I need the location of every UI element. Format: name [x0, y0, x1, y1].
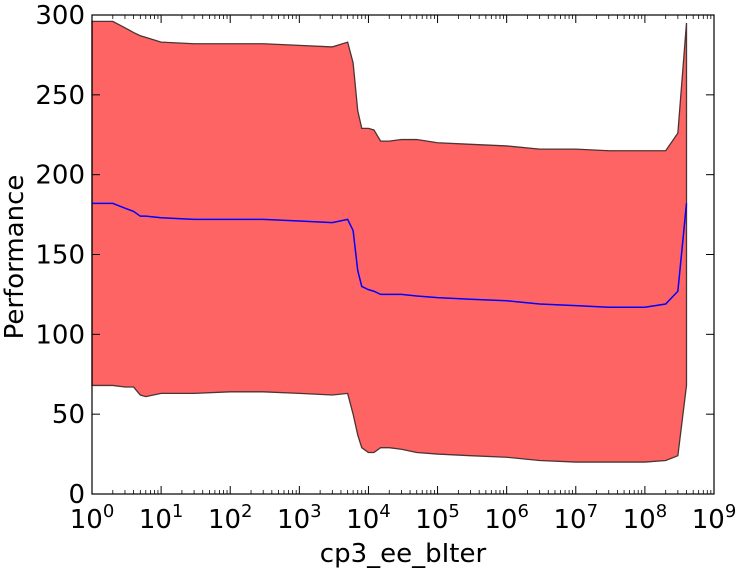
- range-band: [91, 20, 688, 463]
- y-tick-labels: 0 50 100 150 200 250 300: [35, 1, 85, 510]
- y-tick-label: 50: [52, 400, 85, 430]
- tick-marks: [91, 14, 715, 495]
- x-tick-label: 100: [70, 501, 115, 535]
- x-axis-label: cp3_ee_bIter: [320, 539, 487, 569]
- x-tick-label: 101: [139, 501, 184, 535]
- plot-area: [91, 20, 688, 463]
- y-tick-label: 100: [35, 320, 85, 350]
- x-tick-label: 109: [692, 501, 737, 535]
- x-tick-label: 105: [415, 501, 460, 535]
- plot-frame: [91, 14, 715, 495]
- y-tick-label: 300: [35, 1, 85, 31]
- y-axis-label: Performance: [0, 175, 30, 340]
- y-tick-label: 200: [35, 161, 85, 191]
- x-tick-label: 107: [554, 501, 599, 535]
- x-tick-label: 104: [346, 501, 391, 535]
- x-tick-label: 102: [208, 501, 253, 535]
- x-tick-label: 103: [277, 501, 322, 535]
- x-tick-label: 106: [484, 501, 529, 535]
- y-tick-label: 250: [35, 81, 85, 111]
- mean-line: [92, 202, 688, 308]
- y-tick-label: 150: [35, 241, 85, 271]
- x-tick-labels: 100 101 102 103 104 105 106 107 108 109: [70, 501, 737, 535]
- x-tick-label: 108: [623, 501, 668, 535]
- y-tick-label: 0: [68, 480, 85, 510]
